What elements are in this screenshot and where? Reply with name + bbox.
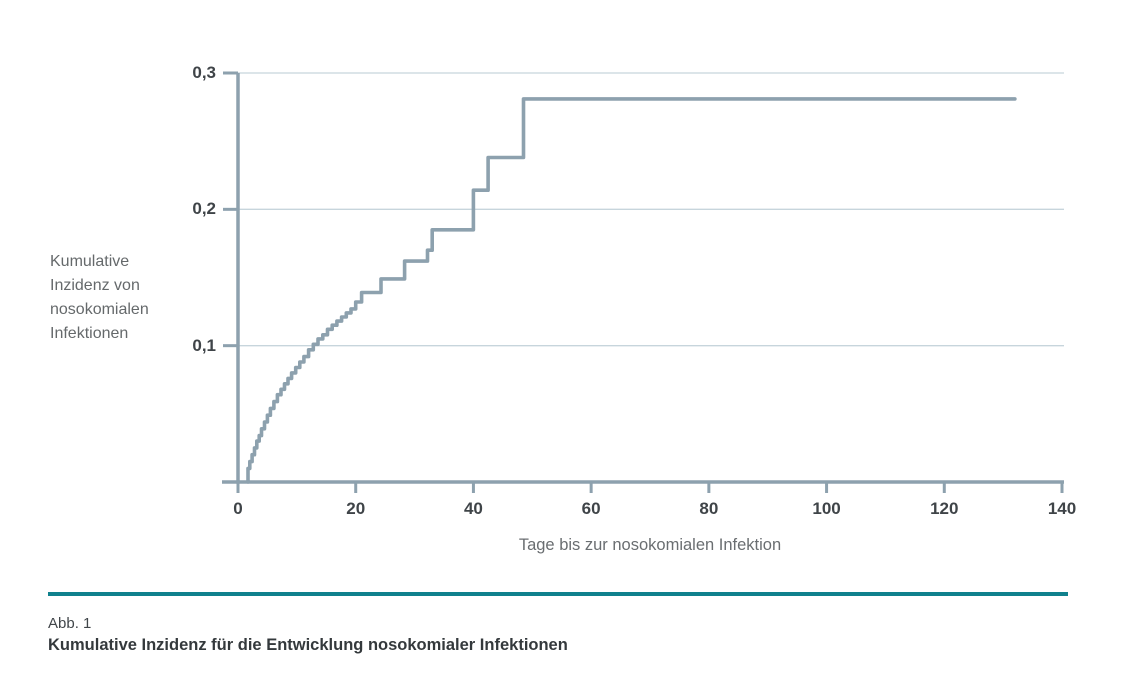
x-axis-title: Tage bis zur nosokomialen Infektion (518, 536, 782, 554)
x-tick-label: 140 (1047, 499, 1077, 518)
x-tick-label: 40 (463, 499, 483, 518)
cumulative-incidence-chart: Kumulative Inzidenz von nosokomialen Inf… (50, 63, 1077, 554)
x-tick-label: 100 (812, 499, 841, 518)
step-plot-canvas (222, 71, 1064, 493)
y-axis-title-line: Infektionen (50, 325, 129, 342)
x-tick-label: 0 (233, 499, 243, 518)
figure-number: Abb. 1 (48, 615, 92, 632)
x-tick-label: 60 (581, 499, 601, 518)
x-tick-label: 80 (699, 499, 719, 518)
y-tick-label: 0,1 (192, 335, 216, 355)
y-tick-label: 0,2 (192, 199, 216, 219)
y-axis-title-line: nosokomialen (50, 301, 149, 318)
x-tick-label: 120 (930, 499, 959, 518)
y-axis-title-line: Inzidenz von (50, 277, 140, 294)
figure-title: Kumulative Inzidenz für die Entwicklung … (48, 636, 568, 654)
figure-caption: Abb. 1 Kumulative Inzidenz für die Entwi… (48, 613, 568, 655)
figure-divider-rule (48, 592, 1068, 596)
x-tick-label: 20 (346, 499, 366, 518)
y-axis-title: Kumulative Inzidenz von nosokomialen Inf… (50, 250, 149, 346)
y-axis-title-line: Kumulative (50, 253, 130, 270)
y-tick-label: 0,3 (192, 63, 216, 82)
cumulative-incidence-curve (246, 97, 1017, 484)
